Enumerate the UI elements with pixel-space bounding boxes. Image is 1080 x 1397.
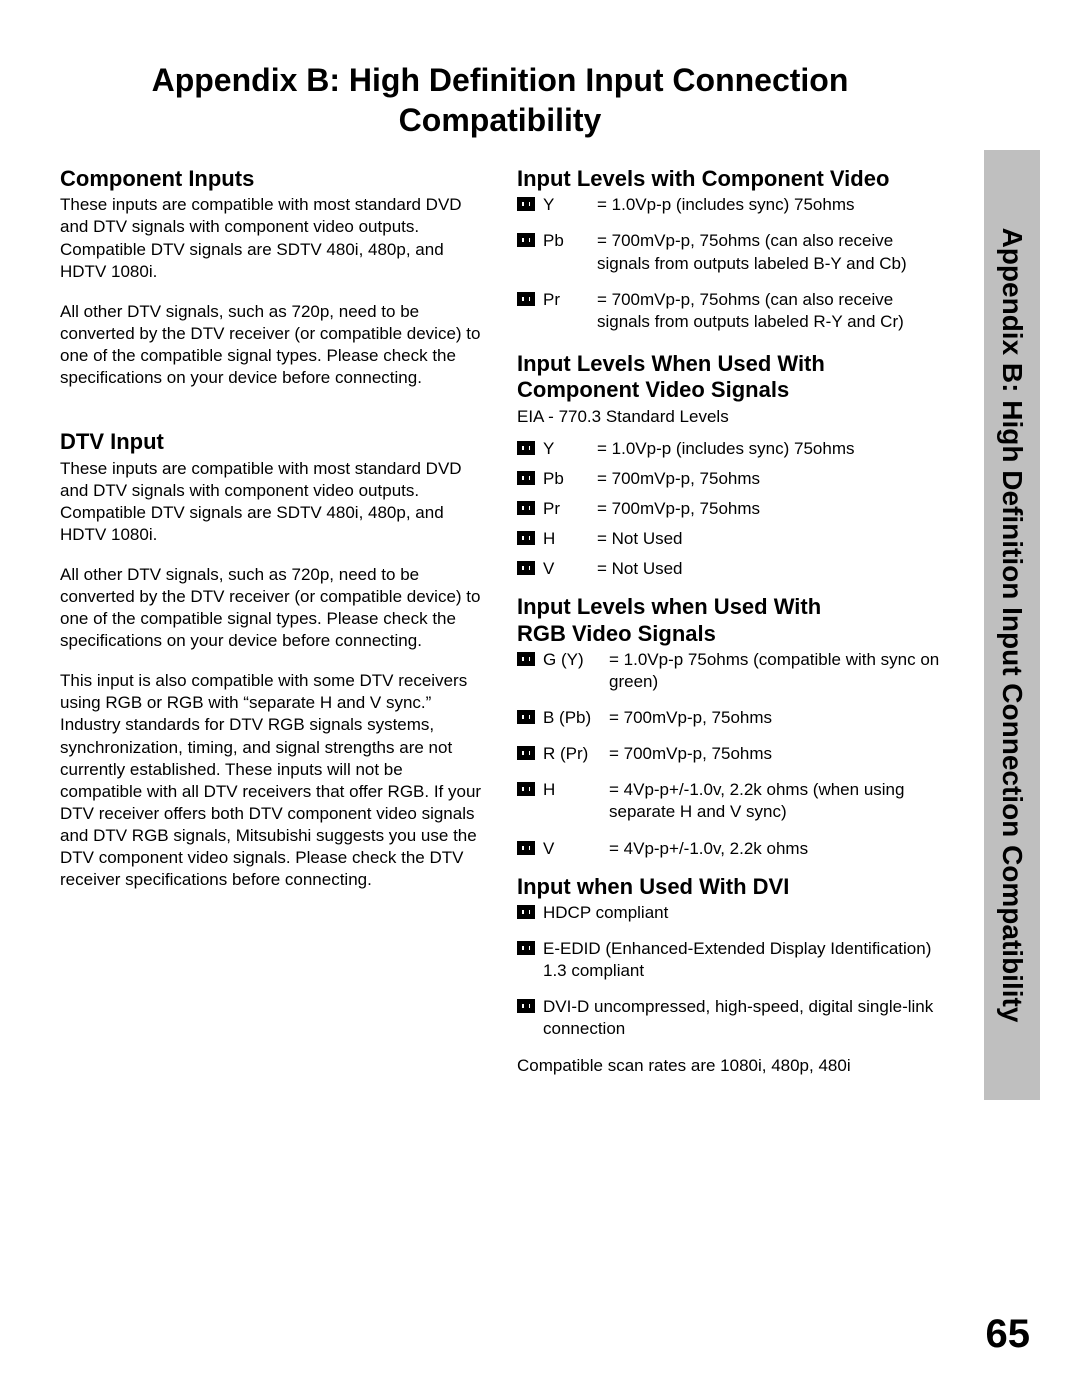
spec-row: H = 4Vp-p+/-1.0v, 2.2k ohms (when using … [517,779,940,823]
connector-icon [517,531,535,545]
connector-icon [517,197,535,211]
connector-icon [517,905,535,919]
spec-row: H = Not Used [517,528,940,550]
connector-icon [517,501,535,515]
spec-row: B (Pb) = 700mVp-p, 75ohms [517,707,940,729]
page-number: 65 [986,1312,1031,1357]
spec-value: = 700mVp-p, 75ohms [609,707,940,729]
spec-value: HDCP compliant [543,902,940,924]
spec-row: Pb = 700mVp-p, 75ohms (can also receive … [517,230,940,274]
spec-label: B (Pb) [543,707,601,729]
connector-icon [517,841,535,855]
connector-icon [517,233,535,247]
spec-label: R (Pr) [543,743,601,765]
paragraph: All other DTV signals, such as 720p, nee… [60,301,483,389]
spec-value: = 700mVp-p, 75ohms (can also receive sig… [597,230,940,274]
page-title: Appendix B: High Definition Input Connec… [60,60,1030,140]
paragraph: These inputs are compatible with most st… [60,458,483,546]
spec-value: = 1.0Vp-p (includes sync) 75ohms [597,438,940,460]
spec-label: Y [543,438,589,460]
spec-row: G (Y) = 1.0Vp-p 75ohms (compatible with … [517,649,940,693]
spec-label: Pb [543,468,589,490]
spec-value: = 700mVp-p, 75ohms [597,498,940,520]
spec-label: G (Y) [543,649,601,671]
connector-icon [517,941,535,955]
spec-value: = 700mVp-p, 75ohms [597,468,940,490]
connector-icon [517,999,535,1013]
title-line-2: Compatibility [399,102,602,138]
spec-row: R (Pr) = 700mVp-p, 75ohms [517,743,940,765]
spec-row: HDCP compliant [517,902,940,924]
right-column: Input Levels with Component Video Y = 1.… [517,166,940,1087]
left-column: Component Inputs These inputs are compat… [60,166,483,1087]
connector-icon [517,782,535,796]
spec-value: = 4Vp-p+/-1.0v, 2.2k ohms (when using se… [609,779,940,823]
spec-value: = 700mVp-p, 75ohms [609,743,940,765]
spec-row: E-EDID (Enhanced-Extended Display Identi… [517,938,940,982]
spec-label: H [543,779,601,801]
side-tab: Appendix B: High Definition Input Connec… [984,150,1040,1100]
connector-icon [517,710,535,724]
connector-icon [517,292,535,306]
spec-value: E-EDID (Enhanced-Extended Display Identi… [543,938,940,982]
spec-row: Pb = 700mVp-p, 75ohms [517,468,940,490]
spec-row: Y = 1.0Vp-p (includes sync) 75ohms [517,194,940,216]
heading-input-levels-component-signals: Input Levels When Used With Component Vi… [517,351,940,404]
connector-icon [517,652,535,666]
spec-row: V = 4Vp-p+/-1.0v, 2.2k ohms [517,838,940,860]
spec-value: DVI-D uncompressed, high-speed, digital … [543,996,940,1040]
connector-icon [517,441,535,455]
connector-icon [517,746,535,760]
connector-icon [517,471,535,485]
paragraph: All other DTV signals, such as 720p, nee… [60,564,483,652]
heading-input-dvi: Input when Used With DVI [517,874,940,900]
paragraph: This input is also compatible with some … [60,670,483,891]
spec-label: Pr [543,289,589,311]
spec-row: DVI-D uncompressed, high-speed, digital … [517,996,940,1040]
spec-value: = Not Used [597,528,940,550]
subnote-eia: EIA - 770.3 Standard Levels [517,406,940,428]
heading-input-levels-rgb: Input Levels when Used With RGB Video Si… [517,594,940,647]
spec-label: H [543,528,589,550]
spec-row: V = Not Used [517,558,940,580]
spec-row: Y = 1.0Vp-p (includes sync) 75ohms [517,438,940,460]
spec-row: Pr = 700mVp-p, 75ohms [517,498,940,520]
content-columns: Component Inputs These inputs are compat… [60,166,1030,1087]
spec-value: = 1.0Vp-p 75ohms (compatible with sync o… [609,649,940,693]
spec-label: V [543,838,601,860]
title-line-1: Appendix B: High Definition Input Connec… [152,62,849,98]
spec-value: = 4Vp-p+/-1.0v, 2.2k ohms [609,838,940,860]
spec-label: V [543,558,589,580]
spec-label: Pr [543,498,589,520]
heading-dtv-input: DTV Input [60,429,483,455]
spec-value: = Not Used [597,558,940,580]
spec-label: Pb [543,230,589,252]
paragraph: These inputs are compatible with most st… [60,194,483,282]
side-tab-label: Appendix B: High Definition Input Connec… [996,228,1028,1023]
heading-component-inputs: Component Inputs [60,166,483,192]
spec-label: Y [543,194,589,216]
spec-value: = 700mVp-p, 75ohms (can also receive sig… [597,289,940,333]
heading-input-levels-component: Input Levels with Component Video [517,166,940,192]
connector-icon [517,561,535,575]
spec-value: = 1.0Vp-p (includes sync) 75ohms [597,194,940,216]
spec-row: Pr = 700mVp-p, 75ohms (can also receive … [517,289,940,333]
footer-scan-rates: Compatible scan rates are 1080i, 480p, 4… [517,1055,940,1077]
